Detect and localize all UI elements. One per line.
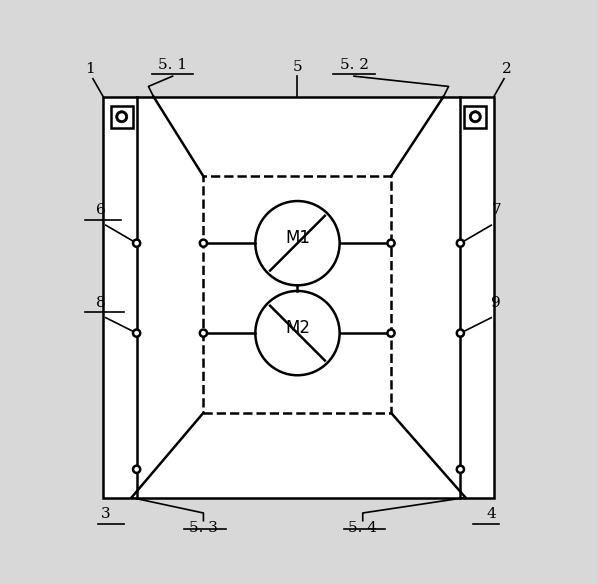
Text: 5. 2: 5. 2 (340, 58, 368, 72)
Text: 8: 8 (96, 296, 106, 310)
Circle shape (256, 201, 340, 286)
Circle shape (200, 329, 207, 337)
Text: 7: 7 (491, 203, 501, 217)
Text: 2: 2 (501, 62, 512, 76)
Circle shape (472, 113, 479, 120)
Text: 9: 9 (491, 296, 501, 310)
Circle shape (387, 329, 395, 337)
Circle shape (387, 239, 395, 247)
Text: M2: M2 (285, 319, 310, 337)
Circle shape (118, 113, 125, 120)
Text: 5. 3: 5. 3 (189, 521, 218, 535)
Text: 4: 4 (487, 507, 496, 521)
Circle shape (133, 239, 140, 247)
Text: 1: 1 (85, 62, 96, 76)
Circle shape (457, 329, 464, 337)
Text: 5. 1: 5. 1 (158, 58, 187, 72)
Bar (204, 176, 391, 413)
Bar (464, 106, 486, 127)
Bar (103, 97, 494, 498)
Text: 5. 4: 5. 4 (348, 521, 377, 535)
Text: 5: 5 (293, 60, 302, 74)
Bar (111, 106, 133, 127)
Text: 6: 6 (96, 203, 106, 217)
Circle shape (116, 111, 128, 123)
Circle shape (200, 239, 207, 247)
Circle shape (256, 291, 340, 376)
Text: M1: M1 (285, 229, 310, 247)
Circle shape (457, 465, 464, 473)
Circle shape (133, 465, 140, 473)
Circle shape (457, 239, 464, 247)
Circle shape (469, 111, 481, 123)
Text: 3: 3 (101, 507, 110, 521)
Circle shape (133, 329, 140, 337)
